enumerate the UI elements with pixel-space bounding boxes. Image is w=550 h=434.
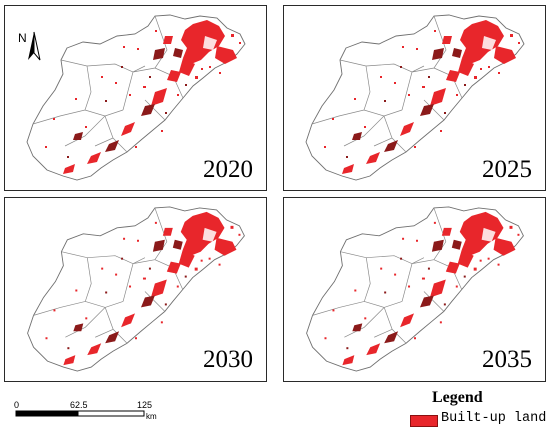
map-panel-2020: N 2020 (4, 5, 267, 191)
legend-title: Legend (432, 389, 483, 406)
scale-tick-1: 62.5 (70, 400, 88, 410)
north-label: N (18, 31, 27, 45)
map-panel-2030: 2030 (4, 197, 267, 382)
legend-swatch-built-up (410, 415, 438, 427)
year-label-2020: 2020 (203, 156, 253, 183)
scale-tick-2: 125 (137, 400, 152, 410)
scale-unit: km (146, 412, 157, 421)
scale-tick-0: 0 (14, 400, 19, 410)
north-arrow-icon: N (17, 28, 45, 62)
year-label-2025: 2025 (482, 156, 532, 183)
year-label-2030: 2030 (203, 346, 253, 373)
scale-bar: 0 62.5 125 km (14, 399, 314, 429)
map-panel-2025: 2025 (283, 5, 546, 191)
map-panel-2035: 2035 (283, 197, 546, 382)
year-label-2035: 2035 (482, 346, 532, 373)
legend-label-built-up: Built-up land (441, 411, 547, 426)
